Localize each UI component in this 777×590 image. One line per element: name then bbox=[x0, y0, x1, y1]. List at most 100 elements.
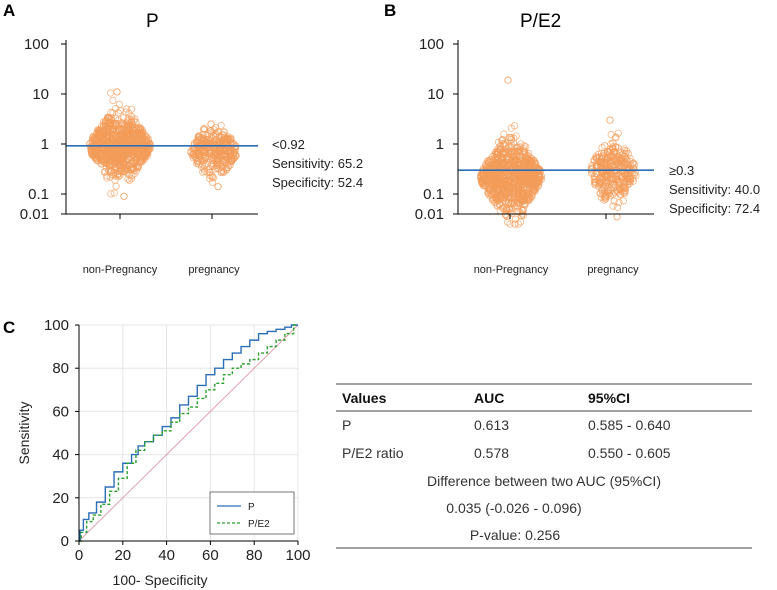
table-diff-value: 0.035 (-0.026 - 0.096) bbox=[446, 500, 581, 516]
data-point bbox=[208, 161, 216, 169]
y-tick-label: 20 bbox=[52, 490, 69, 507]
panel-a: A P 100 10 1 0.1 0.01 non-Pregnancy preg… bbox=[3, 1, 363, 276]
data-point bbox=[112, 182, 120, 190]
data-point bbox=[142, 147, 150, 155]
data-point bbox=[105, 140, 113, 148]
data-point bbox=[127, 105, 136, 113]
data-point bbox=[115, 100, 124, 109]
data-point bbox=[520, 158, 529, 166]
data-point bbox=[222, 166, 231, 174]
data-point bbox=[98, 124, 107, 132]
data-point bbox=[513, 193, 521, 201]
data-point bbox=[599, 180, 607, 188]
data-point bbox=[134, 153, 142, 161]
auc-table: Values AUC 95%CI P 0.613 0.585 - 0.640 P… bbox=[336, 383, 752, 549]
panel-b-category-label: non-Pregnancy bbox=[474, 264, 549, 276]
data-point bbox=[197, 140, 206, 148]
data-point bbox=[231, 144, 239, 152]
data-point bbox=[104, 135, 112, 143]
data-point bbox=[514, 183, 523, 191]
data-point bbox=[511, 220, 519, 228]
data-point bbox=[490, 182, 498, 190]
data-point bbox=[104, 119, 112, 127]
data-point bbox=[505, 171, 514, 179]
data-point bbox=[518, 192, 526, 200]
data-point bbox=[122, 160, 130, 168]
y-tick-label: 40 bbox=[52, 447, 69, 464]
data-point bbox=[506, 220, 514, 228]
panel-a-ytick-label: 1 bbox=[41, 136, 49, 153]
data-point bbox=[201, 149, 210, 157]
data-point bbox=[214, 183, 222, 191]
legend-p-label: P bbox=[248, 502, 255, 513]
data-point bbox=[510, 202, 518, 210]
data-point bbox=[500, 165, 508, 173]
data-point bbox=[617, 148, 625, 156]
data-point bbox=[514, 220, 523, 228]
data-point bbox=[110, 189, 118, 197]
table-row-p-ci: 0.585 - 0.640 bbox=[588, 417, 671, 433]
data-point bbox=[124, 147, 132, 155]
data-point bbox=[504, 76, 512, 84]
data-point bbox=[481, 167, 489, 175]
data-point bbox=[93, 136, 101, 144]
data-point bbox=[605, 148, 614, 156]
data-point bbox=[619, 183, 627, 191]
data-point bbox=[93, 151, 101, 159]
data-point bbox=[629, 159, 638, 167]
data-point bbox=[534, 178, 542, 186]
table-row-pe2-label: P/E2 ratio bbox=[342, 445, 404, 461]
data-point bbox=[606, 116, 614, 124]
data-point bbox=[615, 199, 623, 207]
panel-a-cutoff-label: <0.92 bbox=[272, 137, 305, 152]
data-point bbox=[102, 116, 110, 125]
data-point bbox=[100, 157, 108, 165]
data-point bbox=[114, 109, 122, 117]
data-point bbox=[501, 211, 510, 219]
data-point bbox=[112, 105, 120, 113]
data-point bbox=[591, 178, 600, 186]
data-point bbox=[509, 194, 517, 203]
legend-pe2-label: P/E2 bbox=[248, 519, 270, 530]
data-point bbox=[520, 149, 529, 157]
data-point bbox=[522, 157, 531, 165]
data-point bbox=[505, 155, 513, 163]
data-point bbox=[510, 122, 519, 130]
data-point bbox=[484, 157, 492, 165]
data-point bbox=[120, 134, 128, 143]
data-point bbox=[136, 140, 145, 148]
data-point bbox=[608, 175, 617, 184]
data-point bbox=[595, 174, 604, 182]
data-point bbox=[115, 116, 123, 124]
data-point bbox=[602, 172, 610, 180]
panel-c-axes bbox=[78, 325, 298, 542]
panel-a-category-label: non-Pregnancy bbox=[83, 264, 158, 276]
data-point bbox=[113, 137, 121, 145]
data-point bbox=[609, 202, 617, 210]
data-point bbox=[227, 156, 235, 164]
data-point bbox=[220, 147, 228, 155]
data-point bbox=[218, 131, 226, 139]
panel-b-title: P/E2 bbox=[520, 11, 561, 32]
data-point bbox=[606, 176, 614, 184]
panel-b-label: B bbox=[384, 1, 396, 20]
data-point bbox=[119, 114, 127, 122]
table-header-auc: AUC bbox=[474, 390, 504, 406]
data-point bbox=[527, 155, 536, 163]
data-point bbox=[212, 144, 220, 152]
data-point bbox=[134, 125, 142, 133]
y-tick-label: 100 bbox=[44, 317, 69, 334]
data-point bbox=[499, 140, 507, 148]
data-point bbox=[91, 134, 99, 142]
data-point bbox=[512, 132, 520, 140]
x-tick-label: 40 bbox=[158, 547, 175, 564]
panel-a-dots bbox=[86, 88, 240, 200]
panel-a-label: A bbox=[3, 1, 15, 20]
data-point bbox=[212, 124, 220, 132]
data-point bbox=[619, 197, 628, 205]
data-point bbox=[197, 135, 205, 143]
panel-c-label: C bbox=[3, 318, 15, 337]
data-point bbox=[626, 176, 634, 184]
data-point bbox=[623, 157, 631, 165]
